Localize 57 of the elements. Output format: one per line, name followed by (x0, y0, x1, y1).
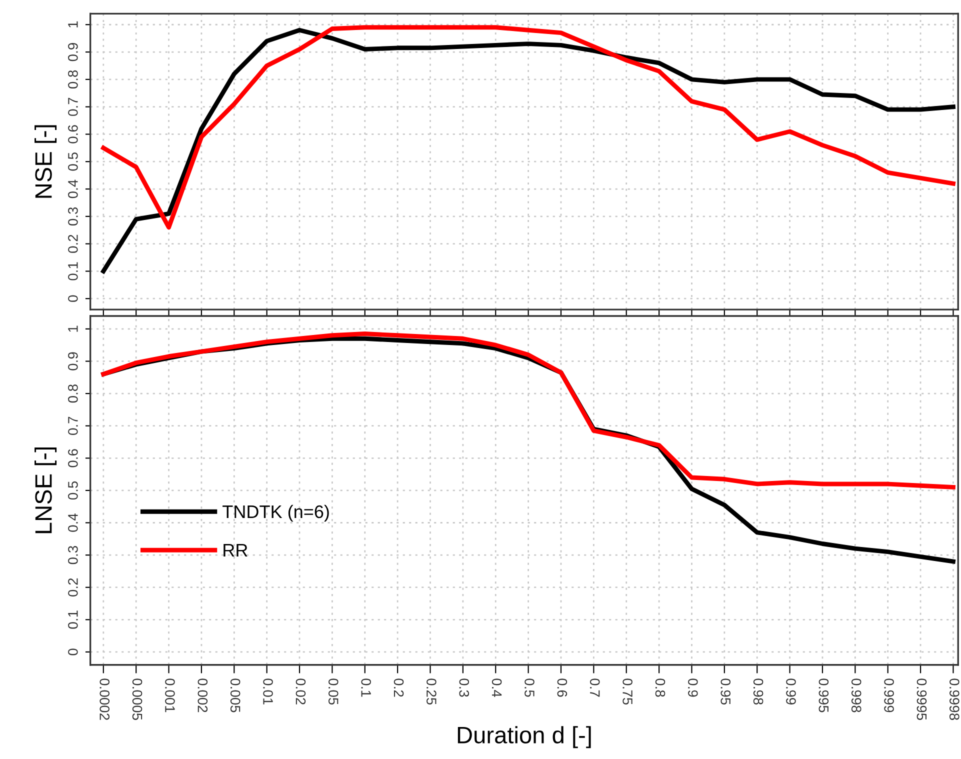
x-tick-label: 0.98 (753, 678, 764, 705)
y-tick-label: 0 (68, 648, 78, 656)
x-tick-label: 0.2 (394, 678, 404, 697)
y-tick-label: 0.7 (68, 416, 78, 435)
x-tick-label: 0.8 (655, 678, 666, 697)
y-tick-label: 0.9 (68, 352, 78, 370)
y-tick-label: 0.4 (68, 180, 78, 198)
y-axis-title: NSE [-] (34, 125, 57, 198)
line-series (101, 332, 956, 490)
y-tick-label: 1 (68, 326, 78, 332)
y-tick-label: 0.2 (68, 234, 78, 253)
y-tick-label: 0.8 (68, 70, 78, 89)
x-tick-label: 0.1 (361, 678, 371, 697)
y-tick-label: 1 (68, 21, 78, 28)
x-tick-label: 0.999 (884, 678, 894, 712)
x-tick-label: 0.95 (720, 678, 731, 705)
x-axis-title: Duration d [-] (458, 726, 591, 748)
legend-label: RR (224, 544, 248, 556)
y-tick-label: 0.3 (68, 207, 78, 226)
x-tick-label: 0.9995 (916, 678, 927, 720)
line-series (101, 28, 956, 274)
x-tick-label: 0.75 (622, 678, 632, 705)
x-tick-label: 0.6 (557, 678, 568, 697)
y-tick-label: 0.7 (68, 98, 78, 116)
y-tick-label: 0.9 (68, 43, 78, 62)
x-tick-label: 0.7 (590, 678, 600, 697)
x-tick-label: 0.5 (524, 678, 534, 697)
y-tick-label: 0.5 (68, 152, 78, 171)
x-tick-label: 0.02 (296, 678, 306, 704)
x-tick-label: 0.995 (818, 678, 829, 712)
x-tick-label: 0.998 (851, 678, 862, 712)
y-tick-label: 0.5 (68, 481, 78, 500)
y-tick-label: 0.4 (68, 514, 78, 532)
y-axis-title: LNSE [-] (34, 448, 57, 534)
y-tick-label: 0.6 (68, 125, 78, 144)
x-tick-label: 0.05 (328, 678, 338, 705)
x-tick-label: 0.0002 (100, 678, 110, 720)
x-tick-label: 0.9 (688, 678, 698, 697)
x-tick-label: 0.0005 (132, 678, 142, 720)
y-tick-label: 0.6 (68, 449, 78, 468)
x-tick-label: 0.4 (492, 678, 502, 697)
y-tick-label: 0.1 (68, 262, 78, 280)
x-tick-label: 0.99 (786, 678, 796, 704)
legend-label: TNDTK (n=6) (222, 504, 329, 522)
x-tick-label: 0.002 (198, 678, 208, 712)
line-series (101, 25, 956, 230)
x-tick-label: 0.3 (459, 678, 470, 697)
y-tick-label: 0.2 (68, 578, 78, 596)
x-tick-label: 0.01 (263, 678, 273, 704)
x-tick-label: 0.9998 (949, 678, 960, 720)
y-tick-label: 0 (68, 295, 78, 302)
y-tick-label: 0.1 (68, 610, 78, 629)
x-tick-label: 0.25 (426, 678, 436, 705)
y-tick-label: 0.3 (68, 546, 78, 564)
x-tick-label: 0.005 (230, 678, 240, 712)
y-tick-label: 0.8 (68, 384, 78, 403)
x-tick-label: 0.001 (165, 678, 175, 712)
